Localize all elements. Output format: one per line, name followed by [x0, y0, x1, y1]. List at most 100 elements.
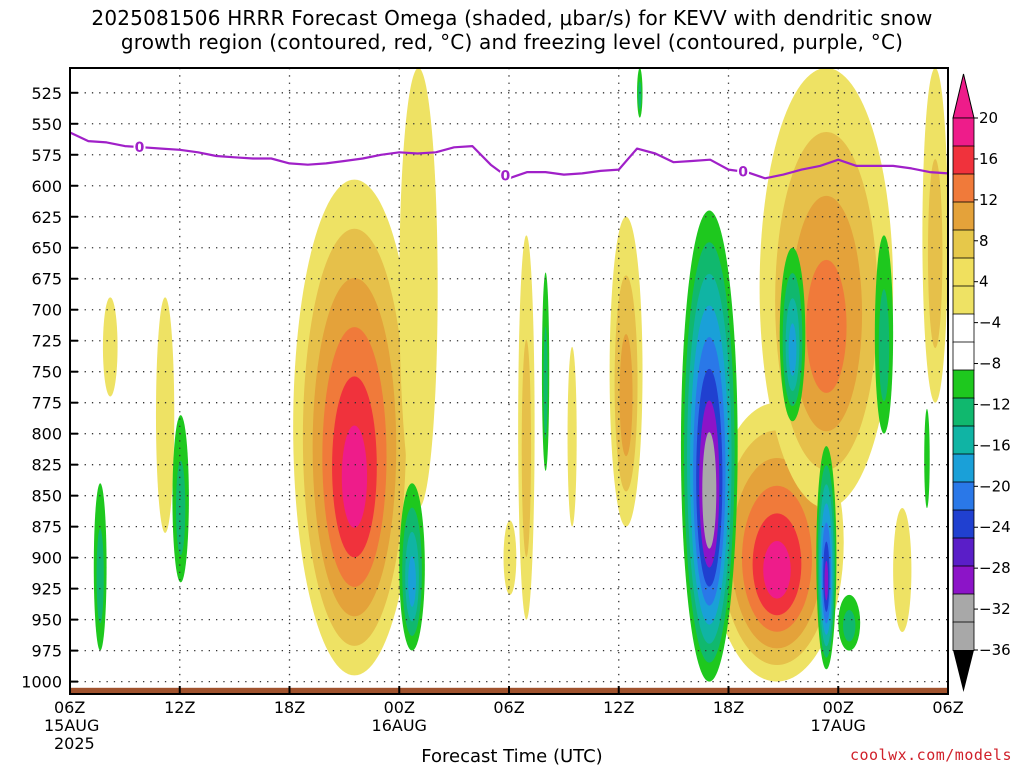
y-tick-label-600: 600	[31, 177, 62, 196]
y-tick-label-550: 550	[31, 115, 62, 134]
omega-region-8-level-5	[763, 541, 791, 599]
colorbar-swatch-16	[952, 565, 975, 595]
x-tick-label-8: 06Z	[932, 698, 963, 717]
omega-region-9-level-3	[806, 259, 847, 393]
x-axis-label: Forecast Time (UTC)	[421, 746, 603, 767]
x-tick-label-4: 06Z	[493, 698, 524, 717]
y-tick-label-575: 575	[31, 146, 62, 165]
colorbar-swatch-0	[952, 117, 975, 147]
colorbar-label-11: −28	[979, 559, 1011, 577]
chart-title-line1: 2025081506 HRRR Forecast Omega (shaded, …	[91, 6, 933, 30]
plot-area: 0 0 0	[69, 67, 949, 695]
colorbar-label-1: 16	[979, 150, 998, 168]
omega-region-12-level-1	[96, 528, 104, 624]
omega-region-0-level-0	[102, 297, 118, 397]
x-tick-label-3: 00Z	[384, 698, 415, 717]
colorbar-swatch-6	[952, 285, 975, 315]
omega-region-3-level-0	[399, 67, 438, 509]
y-tick-label-675: 675	[31, 270, 62, 289]
y-axis: 525 550 575 600 625 650 675 700 725 750 775 800 825 8…	[21, 84, 78, 692]
y-tick-label-900: 900	[31, 549, 62, 568]
y-tick-label-650: 650	[31, 239, 62, 258]
colorbar-swatch-5	[952, 257, 975, 287]
colorbar-swatch-9	[952, 369, 975, 399]
omega-region-15-level-1	[543, 326, 548, 439]
colorbar-label-10: −24	[979, 518, 1011, 536]
freezing-level-label-bg-2	[737, 163, 750, 180]
colorbar-swatch-8	[952, 341, 975, 371]
freezing-level-label-bg-1	[499, 167, 512, 184]
chart-title-line2: growth region (contoured, red, °C) and f…	[120, 30, 904, 54]
omega-region-21-level-1	[878, 289, 890, 402]
site-credit-link[interactable]: coolwx.com/models	[849, 746, 1012, 764]
colorbar-swatch-11	[952, 425, 975, 455]
colorbar-swatch-13	[952, 481, 975, 511]
x-tick-label-7: 00Z	[823, 698, 854, 717]
colorbar-label-12: −32	[979, 600, 1011, 618]
omega-region-17-level-8	[705, 463, 714, 530]
freezing-level-label-0: 0	[135, 140, 145, 156]
omega-region-4-level-0	[503, 520, 517, 595]
omega-region-22-level-0	[924, 408, 930, 509]
colorbar-swatch-12	[952, 453, 975, 483]
y-tick-label-850: 850	[31, 487, 62, 506]
omega-shading	[93, 67, 949, 682]
x-tick-label-5: 12Z	[603, 698, 634, 717]
x-tick-date-7: 17AUG	[811, 716, 866, 735]
y-tick-label-925: 925	[31, 580, 62, 599]
omega-region-19-level-6	[824, 560, 829, 601]
colorbar-label-5: −4	[979, 314, 1001, 332]
y-tick-label-800: 800	[31, 425, 62, 444]
y-tick-label-725: 725	[31, 332, 62, 351]
y-tick-label-975: 975	[31, 642, 62, 661]
colorbar-swatch-3	[952, 201, 975, 231]
omega-region-5-level-1	[521, 339, 532, 557]
freezing-level-label-2: 0	[738, 165, 748, 181]
y-tick-label-525: 525	[31, 84, 62, 103]
y-tick-label-875: 875	[31, 518, 62, 537]
colorbar: 20 16 12 8 4 −4 −8 −12 −16 −20 −24 −28 −32 −36	[952, 73, 1011, 692]
freezing-level-label-bg-0	[133, 139, 146, 156]
colorbar-swatch-18	[952, 621, 975, 651]
colorbar-swatch-14	[952, 509, 975, 539]
omega-region-16-level-1	[638, 81, 642, 110]
omega-region-7-level-2	[619, 334, 633, 457]
omega-region-10-level-1	[927, 158, 943, 349]
x-tick-date-0: 15AUG	[44, 716, 99, 735]
colorbar-swatch-7	[952, 313, 975, 343]
x-tick-label-1: 12Z	[164, 698, 195, 717]
x-tick-year-0: 2025	[54, 734, 95, 753]
y-tick-label-950: 950	[31, 611, 62, 630]
omega-region-14-level-3	[408, 556, 416, 607]
colorbar-label-9: −20	[979, 477, 1011, 495]
colorbar-label-7: −12	[979, 395, 1011, 413]
colorbar-label-0: 20	[979, 109, 998, 127]
colorbar-label-4: 4	[979, 273, 989, 291]
y-tick-label-750: 750	[31, 363, 62, 382]
colorbar-swatch-15	[952, 537, 975, 567]
omega-region-13-level-1	[176, 460, 186, 556]
omega-region-20-level-1	[843, 609, 856, 642]
colorbar-label-8: −16	[979, 436, 1011, 454]
omega-region-1-level-0	[155, 297, 175, 533]
omega-region-2-level-5	[341, 425, 368, 528]
x-tick-label-0: 06Z	[54, 698, 85, 717]
colorbar-swatch-4	[952, 229, 975, 259]
grid	[70, 68, 948, 694]
y-tick-label-775: 775	[31, 394, 62, 413]
colorbar-swatch-2	[952, 173, 975, 203]
colorbar-label-2: 12	[979, 191, 998, 209]
colorbar-bottom-arrow	[953, 650, 974, 692]
colorbar-label-6: −8	[979, 355, 1001, 373]
x-tick-label-2: 18Z	[274, 698, 305, 717]
omega-region-18-level-3	[788, 323, 797, 376]
colorbar-label-13: −36	[979, 641, 1011, 659]
omega-region-11-level-0	[893, 508, 912, 633]
y-tick-label-825: 825	[31, 456, 62, 475]
colorbar-top-arrow	[952, 73, 975, 119]
y-tick-label-700: 700	[31, 301, 62, 320]
y-tick-label-1000: 1000	[21, 673, 62, 692]
colorbar-label-3: 8	[979, 232, 989, 250]
y-tick-label-625: 625	[31, 208, 62, 227]
